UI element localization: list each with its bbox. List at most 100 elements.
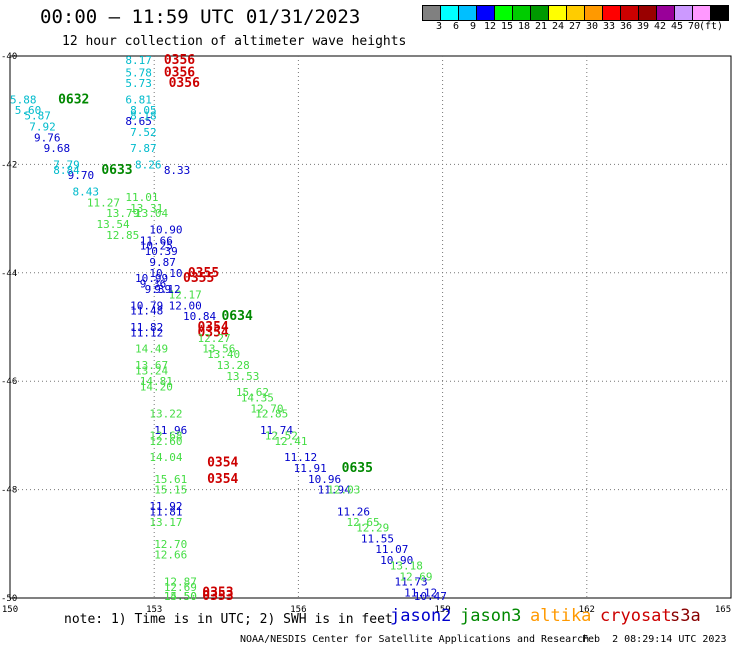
data-point-label: 0633 [101,163,132,178]
data-point-label: 12.00 [169,299,202,312]
data-point-label: 10.47 [414,590,447,603]
color-scale-label: 24 [551,21,565,32]
data-point-label: 13.79 [106,207,139,220]
y-tick-label: -48 [1,486,17,496]
data-point-label: 12.66 [154,549,187,562]
note-text: note: 1) Time is in UTC; 2) SWH is in fe… [64,612,393,627]
x-tick-label: 162 [579,605,595,615]
data-point-label: 13.18 [390,559,423,572]
data-point-label: 8.65 [125,115,152,128]
data-point-label: 11.27 [87,196,120,209]
color-scale-label: 3 [435,21,443,32]
data-point-label: 10.39 [145,245,178,258]
data-point-label: 10.10 [149,267,182,280]
data-point-label: 15.50 [164,590,197,603]
data-point-label: 14.49 [135,343,168,356]
y-tick-label: -44 [1,269,17,279]
legend-entry-jason3: jason3 [460,606,522,626]
data-point-label: 10.99 [135,272,168,285]
data-point-label: 9.39 [145,283,172,296]
data-point-label: 0354 [197,325,228,340]
color-scale-label: 12 [483,21,497,32]
data-point-label: 0353 [202,586,233,601]
data-point-label: 7.92 [29,120,56,133]
data-point-label: 12.27 [197,332,230,345]
x-tick-label: 159 [434,605,450,615]
color-scale-label: 18 [517,21,531,32]
chart-subtitle: 12 hour collection of altimeter wave hei… [62,34,407,49]
color-swatch [710,5,729,21]
color-scale-label: 9 [469,21,477,32]
legend-entry-altika: altika [530,606,592,626]
x-tick-label: 156 [290,605,306,615]
data-point-label: 13.24 [135,364,168,377]
data-point-label: 11.48 [130,305,163,318]
data-point-label: 13.22 [149,408,182,421]
data-point-label: 12.60 [149,435,182,448]
data-point-label: 12.70 [154,538,187,551]
data-point-label: 12.87 [164,576,197,589]
data-point-label: 10.84 [183,310,216,323]
data-point-label: 0632 [58,92,89,107]
data-point-label: 8.43 [72,186,99,199]
data-point-label: 11.07 [375,543,408,556]
data-point-label: 12.65 [346,516,379,529]
data-point-label: 11.82 [130,321,163,334]
data-point-label: 12.41 [274,435,307,448]
color-scale-label: 27 [568,21,582,32]
data-point-label: 10.90 [380,554,413,567]
x-tick-label: 153 [146,605,162,615]
x-tick-label: 165 [715,605,731,615]
data-point-label: 0355 [188,266,219,281]
data-point-label: 0634 [221,309,252,324]
data-point-label: 11.12 [130,326,163,339]
data-point-label: 13.40 [207,348,240,361]
data-point-label: 8.17 [125,54,152,67]
data-point-label: 11.12 [284,451,317,464]
color-scale-label: 30 [585,21,599,32]
color-scale-label: 45 [670,21,684,32]
data-point-label: 7.87 [130,142,157,155]
data-point-label: 9.12 [154,283,181,296]
data-point-label: 0354 [207,456,238,471]
data-point-label: 13.17 [149,516,182,529]
data-point-label: 8.05 [130,104,157,117]
color-scale-label: (ft) [698,21,724,32]
data-point-label: 13.53 [226,370,259,383]
data-point-label: 7.52 [130,126,157,139]
data-point-label: 13.04 [135,207,168,220]
data-point-label: 12.29 [356,522,389,535]
color-scale-label: 6 [452,21,460,32]
data-point-label: 14.35 [241,391,274,404]
data-point-label: 11.12 [404,587,437,600]
data-point-label: 12.03 [327,484,360,497]
data-point-label: 11.66 [140,234,173,247]
data-point-label: 15.61 [154,473,187,486]
data-point-label: 0635 [342,461,373,476]
data-point-label: 8.84 [53,164,80,177]
data-point-label: 12.85 [106,229,139,242]
data-point-label: 11.91 [294,462,327,475]
color-scale-bar [422,5,729,21]
data-point-label: 10.90 [149,223,182,236]
color-scale-label: 70 [687,21,701,32]
data-point-label: 15.15 [154,484,187,497]
y-tick-label: -40 [1,52,17,62]
data-point-label: 13.31 [130,202,163,215]
x-tick-label: 150 [2,605,18,615]
data-point-label: 11.92 [149,500,182,513]
data-point-label: 0354 [197,320,228,335]
legend-entry-cryosat: cryosat [600,606,672,626]
data-point-label: 8.33 [164,164,191,177]
color-scale-label: 21 [534,21,548,32]
data-point-label: 9.87 [149,256,176,269]
data-point-label: 14.81 [140,375,173,388]
data-point-label: 13.28 [217,359,250,372]
data-point-label: 0356 [164,53,195,68]
color-scale-label: 42 [653,21,667,32]
data-point-label: 15.62 [236,386,269,399]
data-point-label: 11.94 [318,484,351,497]
data-point-label: 11.81 [149,505,182,518]
